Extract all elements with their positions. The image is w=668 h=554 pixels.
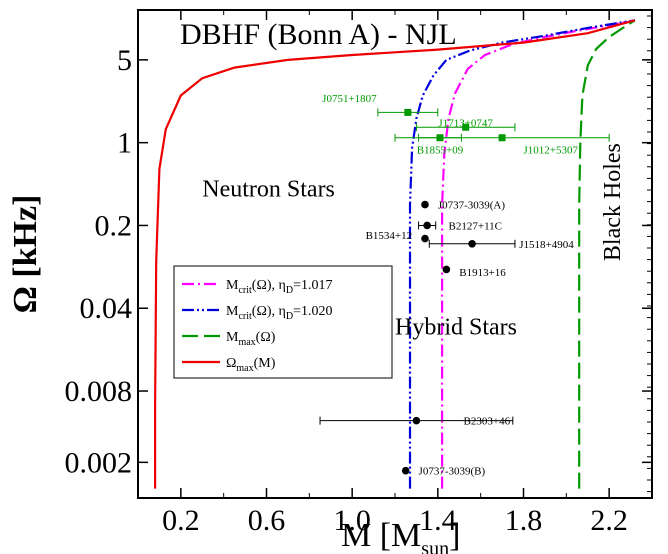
x-tick-label: 0.2 xyxy=(162,504,200,537)
chart-title: DBHF (Bonn A) - NJL xyxy=(180,18,457,51)
pulsar-marker xyxy=(442,265,451,274)
region-label: Black Holes xyxy=(600,143,626,261)
plot-frame xyxy=(137,9,653,499)
legend-item-mmax: Mmax(Ω) xyxy=(182,330,276,348)
y-axis-label: Ω [kHz] xyxy=(7,195,44,314)
y-tick-label: 5 xyxy=(117,44,132,77)
pulsar-J1713+0747: J1713+0747 xyxy=(415,117,516,132)
pulsar-marker xyxy=(421,200,429,209)
pulsar-label: B2303+46 xyxy=(464,416,511,428)
axes-text: 0.2 0.6 1.0 1.4 1.8 2.2 0.002 0.008 0.04 0.2 1 5 DBH… xyxy=(7,18,628,554)
pulsar-label: B2127+11C xyxy=(449,220,502,232)
pulsar-marker xyxy=(421,234,429,243)
pulsar-J1518+4904: J1518+4904 xyxy=(428,239,574,251)
x-tick-label: 1.8 xyxy=(505,504,543,537)
pulsar-marker xyxy=(498,134,506,142)
pulsar-label: J1518+4904 xyxy=(519,239,574,251)
y-tick-label: 0.04 xyxy=(80,292,133,325)
pulsar-B1913+16: B1913+16 xyxy=(442,265,506,279)
pulsar-label: J0751+1807 xyxy=(322,93,377,105)
x-axis-label: M [Msun] xyxy=(341,517,460,554)
pulsar-label: J1012+5307 xyxy=(524,145,579,157)
legend-label: Mcrit(Ω), ηD=1.020 xyxy=(226,304,332,322)
y-tick-label: 0.002 xyxy=(65,446,133,479)
pulsar-J0737-3039(A): J0737-3039(A) xyxy=(421,200,505,212)
x-tick-label: 0.6 xyxy=(248,504,286,537)
pulsar-B1534+12: B1534+12 xyxy=(366,230,429,243)
series-mmax xyxy=(578,19,636,489)
pulsar-label: J1713+0747 xyxy=(438,117,493,129)
region-label: Hybrid Stars xyxy=(395,315,517,341)
pulsar-J0751+1807: J0751+1807 xyxy=(322,93,439,117)
legend-item-crit1020: Mcrit(Ω), ηD=1.020 xyxy=(182,304,332,322)
legend: Mcrit(Ω), ηD=1.017 Mcrit(Ω), ηD=1.020 Mmax… xyxy=(173,265,393,379)
series-crit1020 xyxy=(408,19,636,489)
legend-label: Mcrit(Ω), ηD=1.017 xyxy=(226,278,332,296)
annotation-layer: Neutron Stars Hybrid Stars Black Holes xyxy=(202,143,626,340)
pulsar-B1855+09: B1855+09 xyxy=(417,133,464,157)
plot-area xyxy=(137,9,653,499)
pulsar-marker xyxy=(462,123,470,131)
x-tick-label: 2.2 xyxy=(590,504,628,537)
pulsar-marker xyxy=(423,221,431,230)
legend-label: Ωmax(M) xyxy=(226,356,276,374)
pulsar-label: J0737-3039(A) xyxy=(438,200,506,212)
region-label: Neutron Stars xyxy=(202,177,335,203)
y-tick-label: 1 xyxy=(117,127,132,160)
pulsar-label: B1913+16 xyxy=(459,267,506,279)
series-omegamax xyxy=(154,19,636,489)
pulsar-label: B1534+12 xyxy=(366,230,413,242)
series-crit1017 xyxy=(441,19,636,489)
pulsar-label: J0737-3039(B) xyxy=(419,466,486,478)
pulsar-B2303+46: B2303+46 xyxy=(319,416,514,428)
pulsar-marker xyxy=(404,108,412,116)
legend-item-crit1017: Mcrit(Ω), ηD=1.017 xyxy=(182,278,332,296)
pulsar-layer: J0751+1807 J1713+0747 J1012+5307 B1855+09 J0… xyxy=(319,93,610,478)
pulsar-marker xyxy=(412,416,421,425)
legend-label: Mmax(Ω) xyxy=(226,330,276,348)
y-tick-label: 0.2 xyxy=(95,209,133,242)
curves xyxy=(154,19,636,489)
pulsar-marker xyxy=(401,466,410,475)
x-tick-label: 1.0 xyxy=(333,504,371,537)
legend-item-omegamax: Ωmax(M) xyxy=(182,356,276,374)
pulsar-J0737-3039(B): J0737-3039(B) xyxy=(401,466,486,478)
pulsar-marker xyxy=(436,134,444,142)
x-tick-label: 1.4 xyxy=(419,504,457,537)
y-tick-label: 0.008 xyxy=(65,375,133,408)
pulsar-B2127+11C: B2127+11C xyxy=(418,220,502,232)
pulsar-marker xyxy=(468,239,476,248)
pulsar-label: B1855+09 xyxy=(417,145,464,157)
